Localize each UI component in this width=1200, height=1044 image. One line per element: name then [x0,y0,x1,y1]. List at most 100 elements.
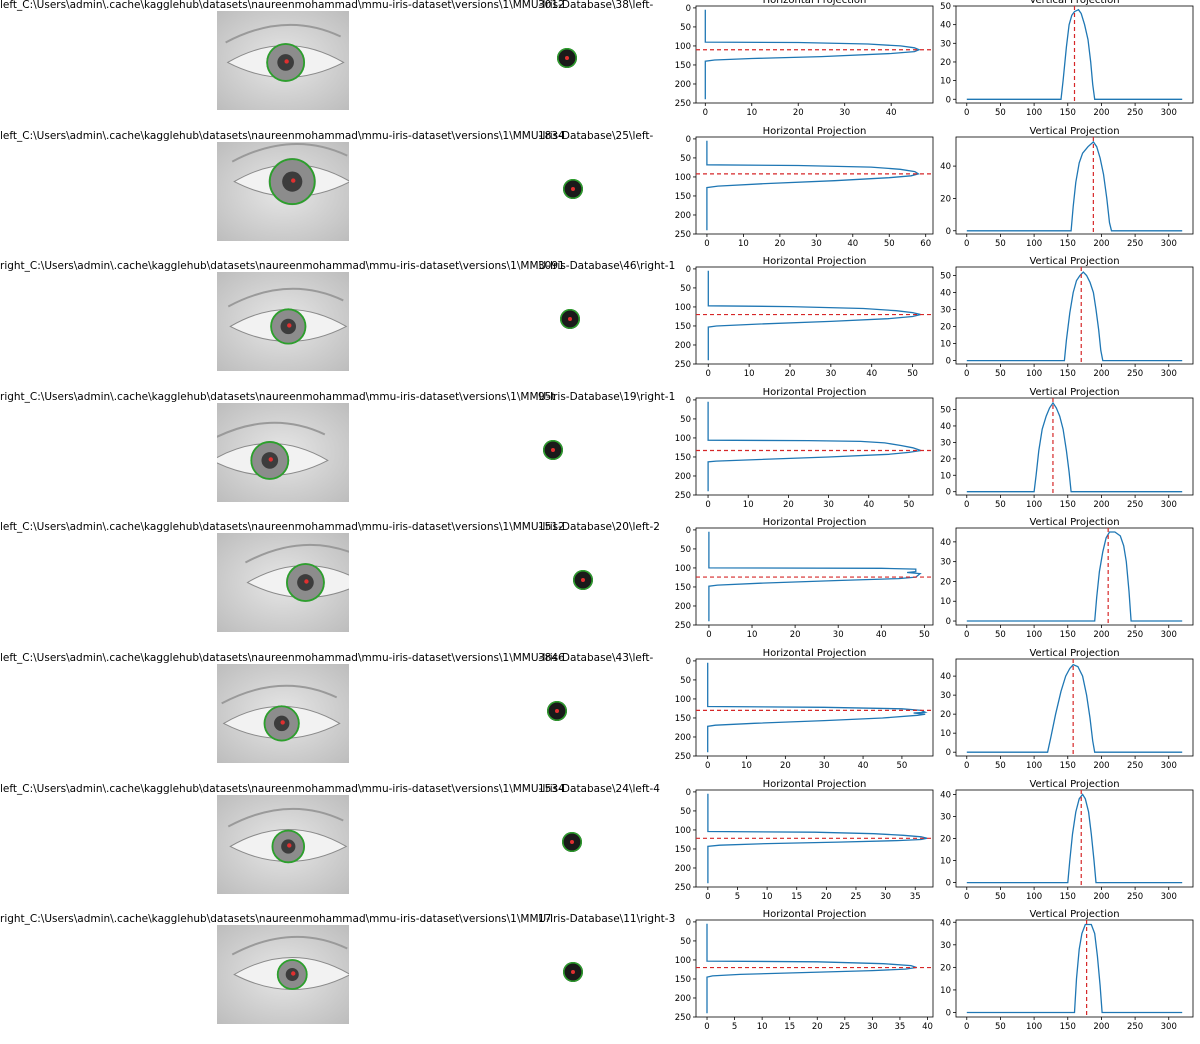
y-tick-label: 30 [940,558,951,568]
iris-crop-center [580,578,585,583]
y-tick-label: 250 [675,230,691,240]
x-tick-label: 30 [819,761,830,771]
y-tick-label: 0 [946,878,951,888]
y-tick-label: 0 [946,488,951,498]
x-tick-label: 20 [774,239,785,249]
x-tick-label: 200 [1093,108,1109,118]
iris-boundary-circle [263,705,300,742]
y-tick-label: 20 [940,834,951,844]
image-title: right_C:\Users\admin\.cache\kagglehub\da… [0,260,700,272]
plot-title: Vertical Projection [1029,779,1119,790]
horizontal-projection-plot: Horizontal Projection 0 10 20 30 40 50 60 0 50 100… [675,126,934,249]
y-tick-label: 30 [940,691,951,701]
horizontal-projection-plot: Horizontal Projection 0 10 20 30 40 50 0 50 100 15… [675,517,934,640]
y-tick-label: 40 [940,21,951,31]
x-tick-label: 150 [1060,892,1076,902]
iris-crop [572,570,593,591]
plot-frame [955,266,1194,365]
y-tick-label: 20 [940,964,951,974]
projection-line [707,401,922,491]
iris-crop-circle [559,309,580,330]
y-tick-label: 30 [940,438,951,448]
x-tick-label: 0 [964,892,969,902]
image-path-label: right_C:\Users\admin\.cache\kagglehub\da… [0,260,676,273]
iris-crop [559,309,580,330]
overlay-label: 3846 [538,652,565,664]
eyebrow-crease [227,288,344,308]
iris-boundary-circle [268,157,316,205]
y-tick-label: 50 [940,2,951,12]
x-tick-label: 250 [1127,239,1143,249]
y-tick-label: 200 [675,602,691,612]
x-tick-label: 200 [1093,500,1109,510]
x-tick-label: 200 [1093,369,1109,379]
x-tick-label: 0 [964,630,969,640]
iris-crop-center [567,317,572,322]
x-tick-label: 20 [783,500,794,510]
x-tick-label: 35 [910,892,921,902]
plot-frame [955,397,1194,496]
iris-boundary-circle [276,959,308,991]
iris-crop-center [555,709,559,713]
x-tick-label: 40 [876,630,887,640]
vertical-projection-plot: Vertical Projection 0 50 100 150 200 250 300 0 10… [940,517,1194,640]
plot-frame [955,789,1194,887]
result-row: left_C:\Users\admin\.cache\kagglehub\dat… [0,517,1200,652]
x-tick-label: 40 [863,500,874,510]
x-tick-label: 200 [1093,239,1109,249]
image-path-label: left_C:\Users\admin\.cache\kagglehub\dat… [0,652,654,664]
overlay-label: 3091 [538,260,565,273]
y-tick-label: 200 [675,864,691,874]
result-row: left_C:\Users\admin\.cache\kagglehub\dat… [0,648,1200,783]
y-tick-label: 40 [940,918,951,928]
x-tick-label: 200 [1093,892,1109,902]
plot-title: Horizontal Projection [763,126,867,137]
x-tick-label: 20 [790,630,801,640]
plot-title: Horizontal Projection [763,779,867,790]
image-path-label: left_C:\Users\admin\.cache\kagglehub\dat… [0,521,660,534]
x-tick-label: 10 [741,761,752,771]
y-tick-label: 10 [940,598,951,608]
x-tick-label: 20 [821,892,832,902]
result-row: right_C:\Users\admin\.cache\kagglehub\da… [0,387,1200,522]
image-path-label: left_C:\Users\admin\.cache\kagglehub\dat… [0,0,654,11]
plot-title: Vertical Projection [1029,517,1119,528]
y-tick-label: 40 [940,538,951,548]
x-tick-label: 100 [1026,761,1042,771]
eyebrow-crease [231,142,348,163]
eye-image [217,272,349,372]
y-tick-label: 250 [675,883,691,893]
x-tick-label: 250 [1127,369,1143,379]
iris-crop-center [570,839,574,844]
x-tick-label: 100 [1026,892,1042,902]
iris-crop-circle [563,178,584,199]
iris-crop [563,178,584,199]
x-tick-label: 150 [1060,500,1076,510]
y-tick-label: 250 [675,360,691,370]
iris-crop-center [571,970,576,975]
projection-line [966,792,1183,883]
x-tick-label: 50 [995,630,1006,640]
y-tick-label: 100 [675,173,691,183]
horizontal-projection-plot: Horizontal Projection 0 10 20 30 40 0 50 100 150 2… [675,0,934,118]
y-tick-label: 0 [946,357,951,367]
iris-crop-circle [542,439,563,460]
result-row: left_C:\Users\admin\.cache\kagglehub\dat… [0,779,1200,914]
plot-title: Vertical Projection [1029,387,1119,398]
plot-title: Horizontal Projection [763,387,867,398]
y-tick-label: 10 [940,471,951,481]
x-tick-label: 50 [897,761,908,771]
x-tick-label: 100 [1026,500,1042,510]
x-tick-label: 10 [747,630,758,640]
pupil-center-marker [268,457,273,462]
projection-line [966,663,1183,753]
eye-image [217,533,349,633]
image-path-label: right_C:\Users\admin\.cache\kagglehub\da… [0,390,676,403]
plot-frame [695,136,934,234]
y-tick-label: 0 [946,95,951,105]
y-tick-label: 0 [946,226,951,236]
x-tick-label: 0 [964,1022,969,1032]
pupil-center-marker [291,971,296,976]
x-tick-label: 0 [964,108,969,118]
y-tick-label: 250 [675,491,691,501]
